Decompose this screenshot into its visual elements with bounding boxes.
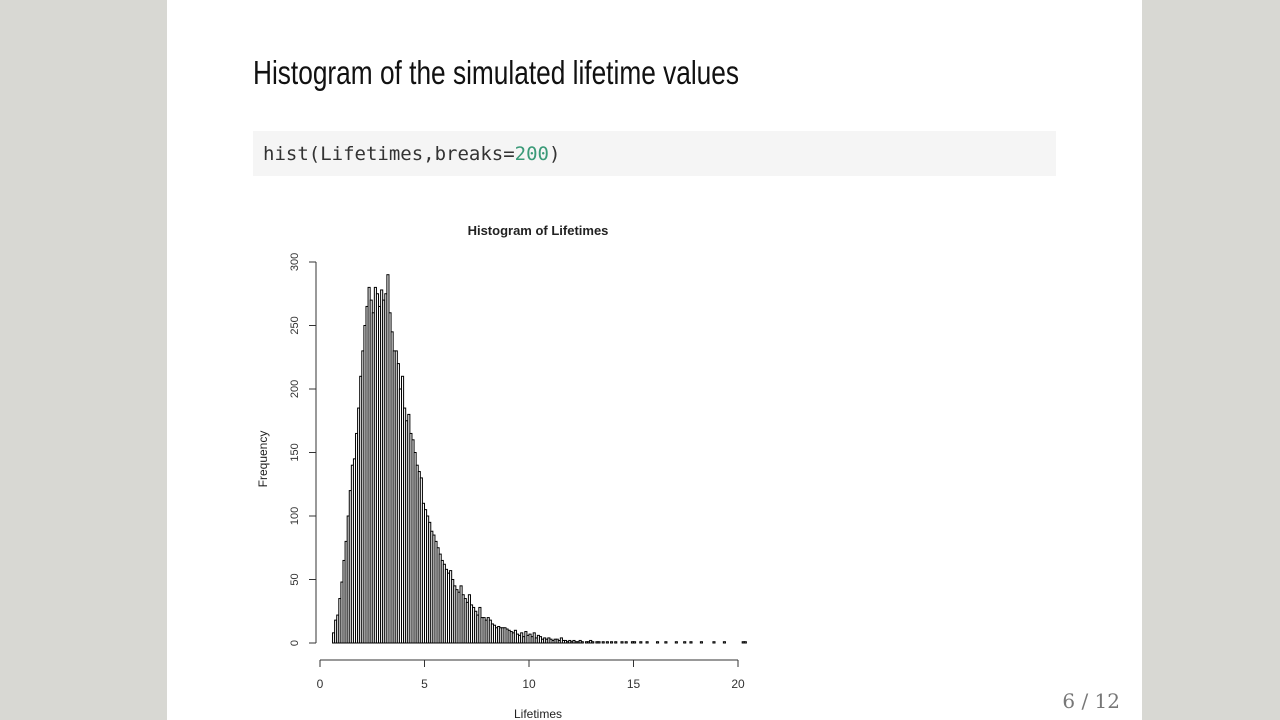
- page-number: 6 / 12: [1062, 689, 1120, 713]
- bar: [722, 641, 726, 644]
- code-close: ): [549, 143, 560, 165]
- y-tick-label: 0: [289, 640, 301, 646]
- x-axis-label: Lifetimes: [514, 707, 562, 720]
- bar: [620, 641, 624, 644]
- bar: [597, 641, 601, 644]
- x-tick-label: 0: [317, 677, 324, 691]
- code-box: [253, 131, 1056, 176]
- y-tick-label: 150: [289, 443, 301, 461]
- bar: [605, 641, 609, 644]
- bar: [591, 641, 595, 644]
- x-tick-label: 15: [627, 677, 641, 691]
- bar: [639, 641, 643, 644]
- plot: 0 50 100 150 200 250 300 0 5 10 15 20: [289, 253, 747, 691]
- bar: [601, 641, 605, 644]
- y-tick-label: 300: [289, 253, 301, 271]
- bar: [645, 641, 649, 644]
- bar: [633, 641, 637, 644]
- bar: [674, 641, 678, 644]
- x-tick-label: 5: [421, 677, 428, 691]
- code-number: 200: [515, 143, 549, 165]
- bar: [689, 641, 693, 644]
- bar: [699, 641, 703, 644]
- bar: [614, 641, 618, 644]
- y-tick-label: 250: [289, 316, 301, 334]
- bar: [580, 641, 584, 644]
- chart-title: Histogram of Lifetimes: [468, 223, 609, 238]
- bar: [610, 641, 614, 644]
- code-call: hist(Lifetimes,breaks=: [263, 143, 515, 165]
- bar: [624, 641, 628, 644]
- y-tick-label: 200: [289, 380, 301, 398]
- bar: [683, 641, 687, 644]
- bar: [655, 641, 660, 644]
- slide-title: Histogram of the simulated lifetime valu…: [253, 54, 739, 91]
- bar: [712, 641, 716, 644]
- x-tick-label: 20: [731, 677, 745, 691]
- x-tick-label: 10: [522, 677, 536, 691]
- y-axis-label: Frequency: [256, 431, 270, 488]
- y-tick-label: 100: [289, 507, 301, 525]
- bar: [664, 641, 668, 644]
- bar: [743, 641, 747, 644]
- y-tick-label: 50: [289, 573, 301, 585]
- code: hist(Lifetimes,breaks=200): [263, 143, 560, 165]
- slide: [167, 0, 1142, 720]
